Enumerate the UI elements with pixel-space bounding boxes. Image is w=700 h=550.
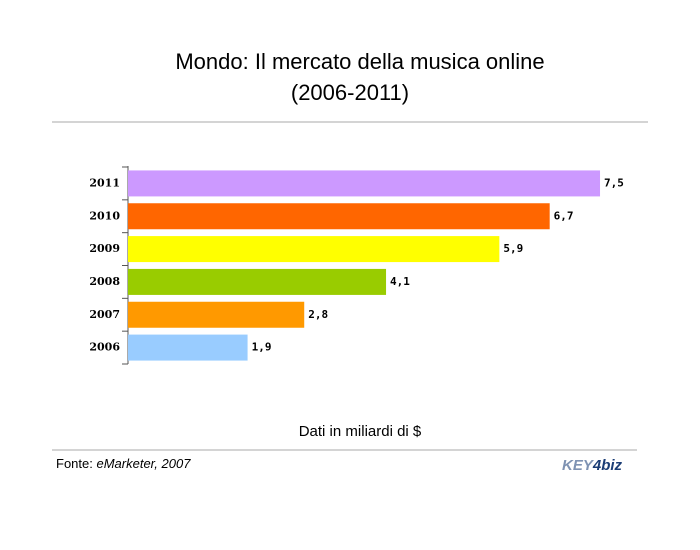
value-label: 1,9: [252, 341, 272, 354]
logo-part: KEY: [562, 457, 595, 474]
y-tick-label: 2007: [89, 308, 120, 321]
source: Fonte: eMarketer, 2007: [56, 456, 191, 471]
bar: [128, 170, 601, 197]
y-tick-label: 2011: [89, 176, 120, 189]
logo-part: biz: [601, 457, 622, 474]
chart-title: Mondo: Il mercato della musica online: [175, 49, 544, 74]
bar: [128, 268, 387, 295]
note: Dati in miliardi di $: [299, 423, 422, 440]
y-tick-label: 2009: [89, 242, 120, 255]
bar: [128, 301, 305, 328]
bar: [128, 236, 500, 263]
chart-subtitle: (2006-2011): [291, 80, 409, 105]
value-label: 5,9: [503, 242, 523, 255]
logo: KEY4biz: [562, 457, 623, 474]
logo-part: 4: [592, 457, 602, 474]
source-label: Fonte:: [56, 456, 93, 471]
bar: [128, 334, 248, 361]
source-name: eMarketer, 2007: [96, 456, 191, 471]
value-label: 6,7: [554, 209, 574, 222]
bar: [128, 203, 550, 230]
value-label: 4,1: [390, 275, 410, 288]
y-tick-label: 2008: [89, 275, 120, 288]
y-tick-label: 2006: [89, 341, 120, 354]
value-label: 7,5: [604, 176, 624, 189]
y-tick-label: 2010: [89, 209, 120, 222]
value-label: 2,8: [308, 308, 328, 321]
